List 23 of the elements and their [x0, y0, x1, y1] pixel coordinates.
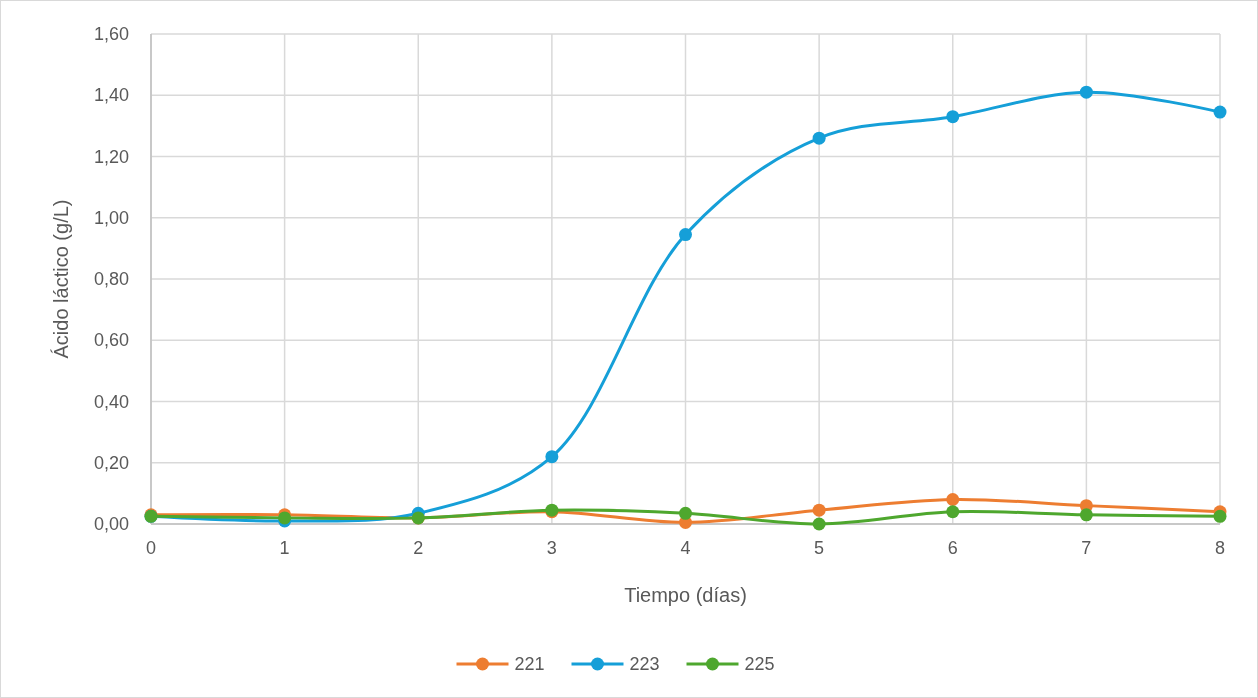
x-tick-label: 7	[1081, 538, 1092, 558]
x-tick-label: 1	[279, 538, 290, 558]
x-tick-label: 3	[546, 538, 557, 558]
legend-label: 223	[629, 654, 660, 674]
y-tick-label: 1,60	[93, 24, 129, 44]
x-tick-label: 4	[680, 538, 691, 558]
legend-label: 225	[744, 654, 775, 674]
x-tick-label: 8	[1214, 538, 1226, 558]
y-tick-label: 0,00	[93, 514, 129, 534]
x-axis-title: Tiempo (días)	[624, 584, 747, 606]
y-tick-label: 0,60	[93, 330, 129, 351]
x-tick-label: 5	[814, 538, 825, 558]
y-tick-label: 0,80	[93, 269, 129, 289]
x-tick-label: 6	[947, 538, 958, 558]
y-tick-label: 0,40	[93, 391, 129, 412]
legend-label: 221	[514, 654, 545, 674]
y-tick-label: 1,20	[93, 146, 129, 167]
y-tick-label: 1,00	[93, 207, 129, 228]
x-tick-label: 2	[413, 538, 424, 558]
x-tick-label: 0	[145, 538, 157, 558]
y-tick-label: 0,20	[93, 452, 129, 473]
y-axis-title: Ácido láctico (g/L)	[50, 199, 72, 359]
y-tick-label: 1,40	[93, 85, 129, 106]
